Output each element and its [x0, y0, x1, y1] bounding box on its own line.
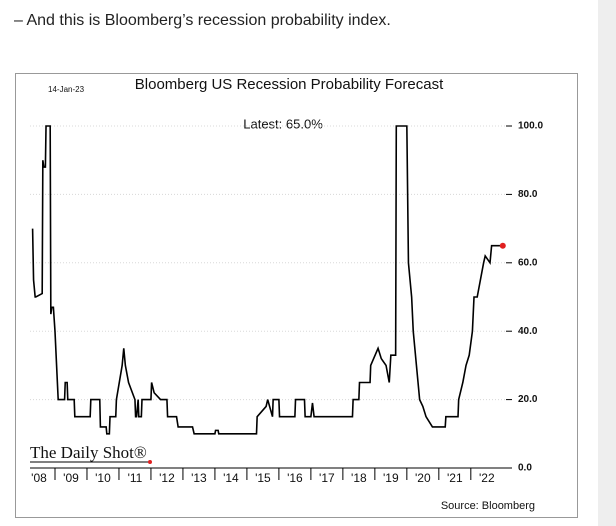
series-line	[31, 125, 503, 435]
y-tick-label: 60.0	[518, 257, 538, 268]
x-tick-label: '21	[447, 471, 463, 485]
x-tick-label: '20	[415, 471, 431, 485]
x-tick-label: '12	[159, 471, 175, 485]
latest-marker	[499, 242, 506, 249]
x-tick-label: '14	[223, 471, 239, 485]
x-tick-label: '19	[383, 471, 399, 485]
latest-annotation: Latest: 65.0%	[243, 116, 323, 131]
branding-dot	[148, 460, 152, 464]
scrollbar-strip	[598, 0, 616, 526]
source: Source: Bloomberg	[441, 500, 535, 512]
x-tick-label: '08	[31, 471, 47, 485]
y-tick-label: 40.0	[518, 326, 538, 337]
y-tick-label: 0.0	[518, 463, 532, 474]
x-tick-label: '13	[191, 471, 207, 485]
intro-text: – And this is Bloomberg’s recession prob…	[14, 12, 391, 29]
x-tick-label: '15	[255, 471, 271, 485]
x-tick-label: '10	[95, 471, 111, 485]
chart-date: 14-Jan-23	[48, 85, 85, 94]
x-tick-label: '11	[128, 471, 143, 485]
y-tick-label: 80.0	[518, 189, 538, 200]
branding: The Daily Shot®	[30, 443, 147, 462]
y-tick-label: 20.0	[518, 394, 538, 405]
x-tick-label: '09	[63, 471, 79, 485]
x-tick-label: '22	[479, 471, 495, 485]
x-tick-label: '17	[319, 471, 335, 485]
x-tick-label: '16	[287, 471, 303, 485]
x-tick-label: '18	[351, 471, 367, 485]
chart-frame	[15, 73, 578, 518]
y-tick-label: 100.0	[518, 121, 543, 132]
chart-title: Bloomberg US Recession Probability Forec…	[135, 76, 444, 93]
